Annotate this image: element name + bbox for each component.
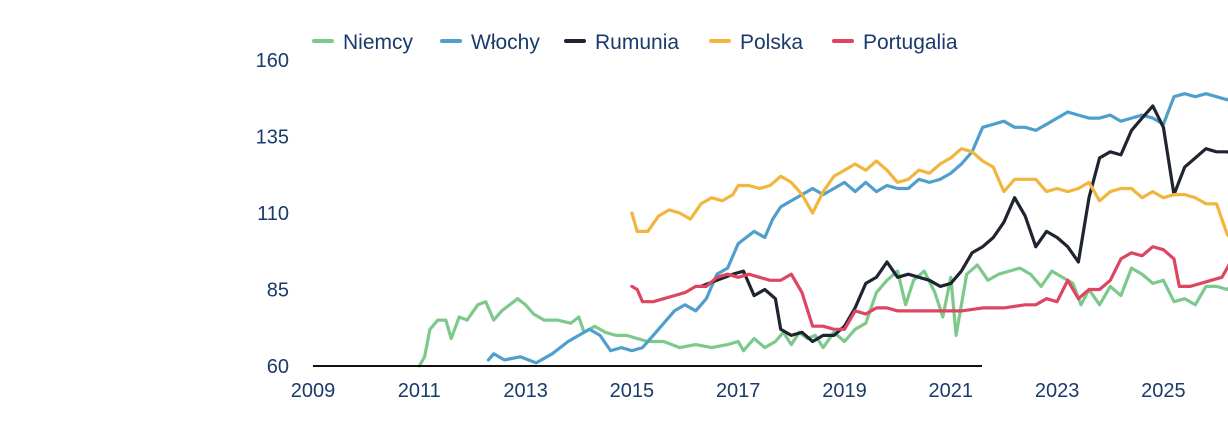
x-tick-label: 2025 xyxy=(1141,380,1186,402)
legend-label: Niemcy xyxy=(343,31,414,54)
x-tick-label: 2021 xyxy=(929,380,974,402)
series-line-rumunia xyxy=(699,104,1228,344)
x-tick-label: 2009 xyxy=(291,380,336,402)
series-line-niemcy xyxy=(417,263,1228,368)
x-tick-label: 2011 xyxy=(398,380,441,402)
series-line-polska xyxy=(630,147,1228,238)
x-axis-tick-labels: 2009201120132015201720192021202320252027 xyxy=(291,380,1186,402)
y-tick-label: 135 xyxy=(256,127,289,149)
x-tick-label: 2015 xyxy=(610,380,655,402)
legend-label: Polska xyxy=(740,31,803,54)
y-axis-tick-labels: 60 85 110 135 160 xyxy=(256,50,289,378)
y-tick-label: 85 xyxy=(267,280,289,302)
x-tick-label: 2013 xyxy=(503,380,548,402)
x-tick-label: 2023 xyxy=(1035,380,1080,402)
legend: Niemcy Włochy Rumunia Polska Portugalia xyxy=(312,31,958,54)
x-tick-label: 2019 xyxy=(822,380,867,402)
x-tick-label: 2017 xyxy=(716,380,761,402)
y-tick-label: 160 xyxy=(256,50,289,72)
series-lines xyxy=(417,92,1228,368)
y-tick-label: 110 xyxy=(257,203,289,225)
legend-label: Włochy xyxy=(471,31,540,54)
series-line-portugalia xyxy=(630,245,1228,331)
y-tick-label: 60 xyxy=(267,356,289,378)
legend-label: Rumunia xyxy=(595,31,679,54)
legend-label: Portugalia xyxy=(863,31,958,54)
series-line-włochy xyxy=(486,92,1228,365)
